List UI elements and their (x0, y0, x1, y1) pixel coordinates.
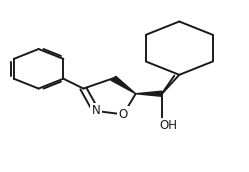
Text: N: N (91, 104, 100, 117)
Text: O: O (119, 108, 128, 121)
Polygon shape (136, 91, 162, 96)
Polygon shape (111, 76, 136, 94)
Text: OH: OH (159, 119, 177, 132)
